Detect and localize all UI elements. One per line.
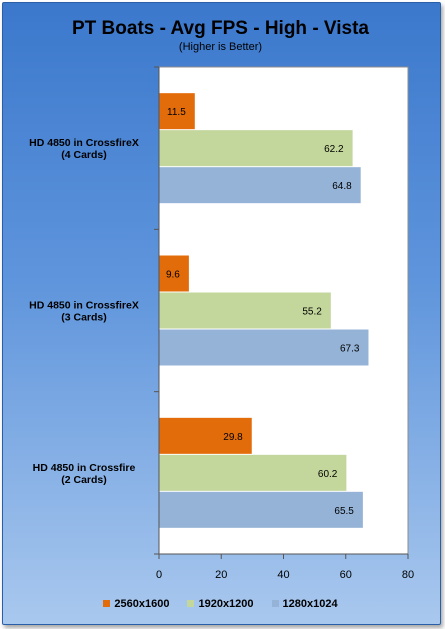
x-tick-label: 0: [156, 569, 162, 581]
legend-label: 1920x1200: [198, 598, 254, 610]
bar: [159, 292, 331, 329]
data-label: 55.2: [302, 307, 322, 318]
bar: [159, 130, 353, 167]
bar: [159, 255, 189, 292]
bar: [159, 329, 369, 366]
legend-label: 1280x1024: [282, 598, 338, 610]
x-tick-label: 40: [277, 569, 289, 581]
category-label: HD 4850 in Crossfire: [33, 462, 136, 474]
bar: [159, 417, 252, 454]
x-tick-label: 60: [340, 569, 352, 581]
x-tick-label: 20: [215, 569, 227, 581]
chart-subtitle: (Higher is Better): [178, 41, 263, 53]
data-label: 60.2: [318, 469, 338, 480]
data-label: 64.8: [332, 181, 352, 192]
data-label: 67.3: [340, 344, 360, 355]
data-label: 62.2: [324, 144, 344, 155]
legend: 2560x1600 1920x1200 1280x1024: [0, 598, 441, 610]
bar: [159, 167, 361, 204]
data-label: 11.5: [167, 107, 186, 118]
category-label: (4 Cards): [61, 149, 107, 161]
legend-label: 2560x1600: [114, 598, 170, 610]
legend-swatch: [103, 600, 111, 607]
data-label: 29.8: [223, 432, 243, 443]
x-tick-label: 80: [402, 569, 414, 581]
legend-swatch: [271, 600, 279, 607]
bar: [159, 93, 195, 130]
category-label: (2 Cards): [61, 474, 107, 486]
legend-item: 1920x1200: [187, 598, 254, 610]
bar: [159, 491, 363, 528]
legend-swatch: [187, 600, 195, 607]
data-label: 9.6: [166, 270, 180, 281]
bar: [159, 454, 347, 491]
legend-item: 1280x1024: [271, 598, 338, 610]
legend-item: 2560x1600: [103, 598, 169, 610]
category-label: HD 4850 in CrossfireX: [29, 137, 139, 149]
category-label: HD 4850 in CrossfireX: [29, 300, 139, 312]
category-label: (3 Cards): [61, 312, 107, 324]
data-label: 65.5: [334, 506, 354, 517]
chart-title: PT Boats - Avg FPS - High - Vista: [72, 18, 369, 39]
